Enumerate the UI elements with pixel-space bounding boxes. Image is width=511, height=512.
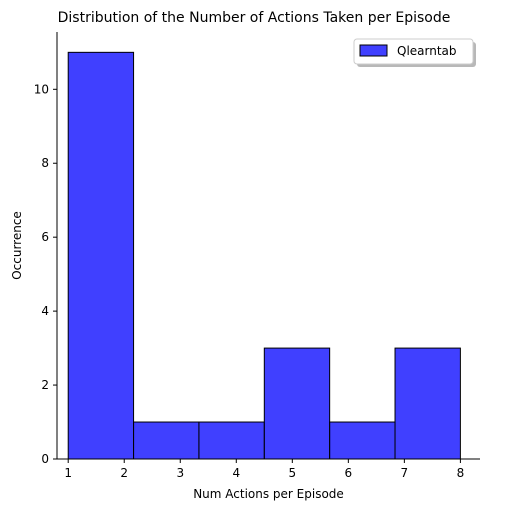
x-tick-label: 5 xyxy=(288,466,296,480)
y-tick-label: 2 xyxy=(41,378,49,392)
x-axis-ticks: 1 2 3 4 5 6 7 8 xyxy=(64,459,464,480)
x-tick-label: 4 xyxy=(232,466,240,480)
histogram-bar xyxy=(263,347,331,460)
y-tick-label: 6 xyxy=(41,230,49,244)
x-tick-label: 1 xyxy=(64,466,72,480)
y-axis-label: Occurrence xyxy=(10,211,24,280)
chart-title: Distribution of the Number of Actions Ta… xyxy=(58,10,451,26)
x-tick-label: 2 xyxy=(120,466,128,480)
y-tick-label: 0 xyxy=(41,452,49,466)
histogram-bar xyxy=(67,51,135,460)
x-tick-label: 6 xyxy=(345,466,353,480)
legend: Qlearntab xyxy=(353,38,476,67)
histogram-bar xyxy=(133,421,200,460)
x-tick-label: 8 xyxy=(457,466,465,480)
legend-swatch xyxy=(359,44,388,57)
histogram-bar xyxy=(394,347,461,460)
x-tick-label: 3 xyxy=(176,466,184,480)
legend-label: Qlearntab xyxy=(397,44,457,58)
y-tick-label: 10 xyxy=(34,82,49,96)
bars-group xyxy=(67,51,461,460)
y-axis-ticks: 0 2 4 6 8 10 xyxy=(34,82,57,466)
y-tick-label: 4 xyxy=(41,304,49,318)
histogram-bar xyxy=(329,421,396,460)
x-axis-label: Num Actions per Episode xyxy=(193,487,344,501)
y-tick-label: 8 xyxy=(41,156,49,170)
histogram-bar xyxy=(198,421,265,460)
x-tick-label: 7 xyxy=(401,466,409,480)
